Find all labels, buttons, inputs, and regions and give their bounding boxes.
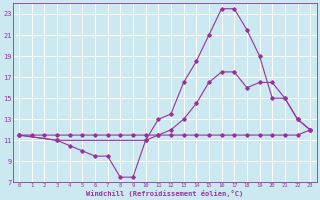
X-axis label: Windchill (Refroidissement éolien,°C): Windchill (Refroidissement éolien,°C): [86, 190, 243, 197]
